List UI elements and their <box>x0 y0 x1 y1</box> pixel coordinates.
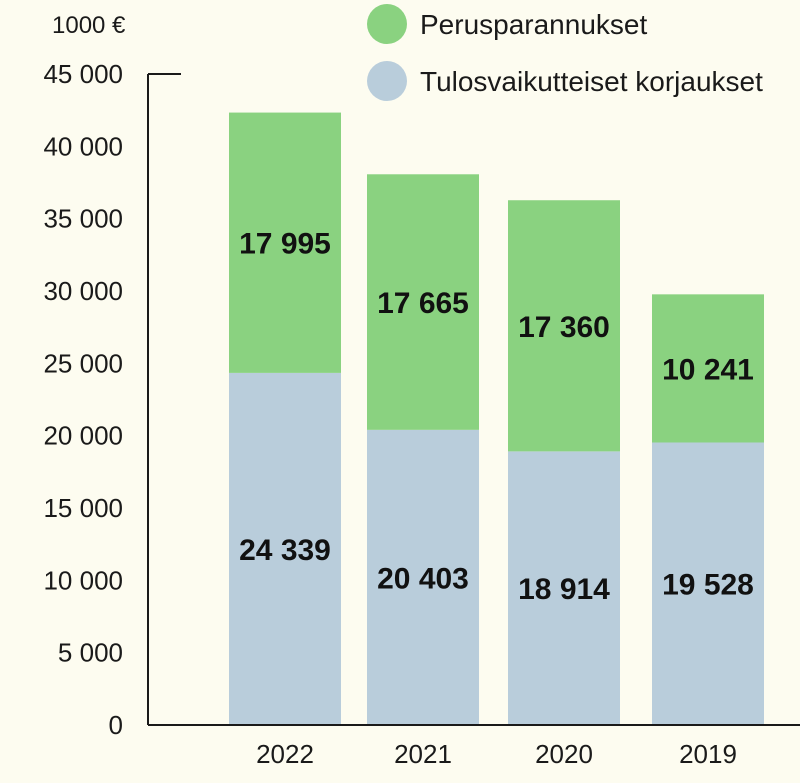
x-tick-label: 2022 <box>256 739 314 769</box>
y-tick-label: 35 000 <box>43 204 123 234</box>
y-axis: 0 5 000 10 000 15 000 20 000 25 000 30 000 35 0… <box>43 59 181 740</box>
y-tick-label: 25 000 <box>43 348 123 378</box>
x-tick-label: 2020 <box>535 739 593 769</box>
data-label: 19 528 <box>662 569 754 602</box>
bars: 24 339 17 995 20 403 17 665 18 914 17 360 19 5… <box>229 112 764 725</box>
data-label: 24 339 <box>239 534 331 567</box>
legend-swatch <box>367 61 407 101</box>
bar-segment <box>367 429 479 725</box>
y-tick-label: 45 000 <box>43 59 123 89</box>
x-tick-label: 2021 <box>394 739 452 769</box>
y-tick-label: 40 000 <box>43 131 123 161</box>
bar-segment <box>229 112 341 373</box>
data-label: 10 241 <box>662 353 754 386</box>
legend-swatch <box>367 4 407 44</box>
y-tick-label: 0 <box>109 710 123 740</box>
legend-label: Tulosvaikutteiset korjaukset <box>420 66 763 97</box>
data-label: 17 665 <box>377 287 469 320</box>
bar-segment <box>508 451 620 725</box>
bar-segment <box>229 372 341 725</box>
x-tick-label: 2019 <box>679 739 737 769</box>
data-label: 18 914 <box>518 573 610 606</box>
legend-label: Perusparannukset <box>420 9 647 40</box>
data-label: 20 403 <box>377 562 469 595</box>
data-label: 17 995 <box>239 228 331 261</box>
x-axis: 2022 2021 2020 2019 <box>148 724 800 769</box>
legend: Perusparannukset Tulosvaikutteiset korjau… <box>367 4 763 101</box>
y-tick-label: 10 000 <box>43 565 123 595</box>
bar-segment <box>508 200 620 452</box>
unit-label: 1000 € <box>52 12 126 39</box>
bar-segment <box>652 294 764 443</box>
y-tick-label: 15 000 <box>43 493 123 523</box>
y-tick-label: 5 000 <box>58 638 123 668</box>
bar-segment <box>652 442 764 725</box>
y-tick-label: 20 000 <box>43 421 123 451</box>
data-label: 17 360 <box>518 311 610 344</box>
bar-segment <box>367 174 479 430</box>
y-tick-label: 30 000 <box>43 276 123 306</box>
